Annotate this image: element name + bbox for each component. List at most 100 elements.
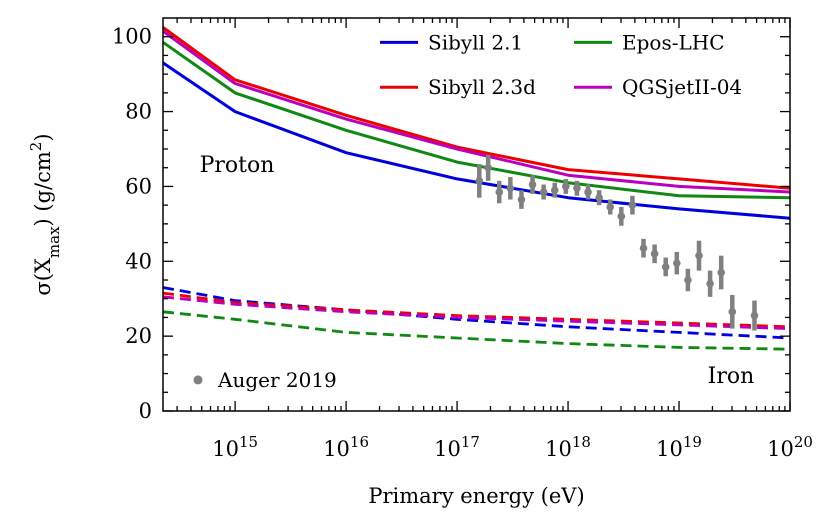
data-point-auger-16 <box>639 238 648 258</box>
data-point-marker <box>606 203 615 211</box>
y-axis-title-middle: ) (g/cm <box>31 151 55 226</box>
iron-annotation: Iron <box>708 364 755 389</box>
x-tick-label-1e18: 1018 <box>545 433 591 461</box>
data-point-auger-21 <box>695 240 703 271</box>
data-point-marker <box>717 268 725 277</box>
y-tick-label-60: 60 <box>125 174 152 198</box>
data-point-auger-2 <box>484 154 492 181</box>
x-tick-label-exponent: 16 <box>350 433 369 451</box>
x-tick-label-1e19: 1019 <box>656 433 702 461</box>
data-point-marker <box>475 177 484 185</box>
x-tick-label-1e16: 1016 <box>323 433 369 461</box>
data-point-marker <box>506 184 515 193</box>
data-point-marker <box>528 180 537 189</box>
chart-legend: Sibyll 2.1 Epos-LHC Sibyll 2.3d QGSjetII-04 <box>380 30 742 99</box>
axis-ticks <box>163 18 791 412</box>
x-tick-label-1e15: 1015 <box>212 433 258 461</box>
x-tick-label-exponent: 19 <box>683 433 702 451</box>
series-line-sibyll-2-3d-iron <box>162 291 791 329</box>
data-point-marker <box>695 251 703 260</box>
x-axis-title: Primary energy (eV) <box>368 484 584 508</box>
y-axis-title-superscript: 2 <box>27 142 45 152</box>
series-line-sibyll-2-1-proton <box>162 61 791 220</box>
data-point-auger-14 <box>617 207 626 226</box>
y-tick-label-20: 20 <box>125 324 152 348</box>
x-tick-label-exponent: 20 <box>794 433 813 451</box>
series-line-sibyll-2-3d-proton <box>162 26 791 190</box>
data-point-marker <box>728 308 737 316</box>
y-axis-title-prefix: σ(X <box>31 258 55 296</box>
y-tick-label-80: 80 <box>125 100 152 124</box>
legend-label-auger-2019: Auger 2019 <box>217 368 337 392</box>
data-point-auger-1 <box>475 163 484 198</box>
data-point-auger-18 <box>661 257 670 277</box>
plot-frame <box>162 17 791 412</box>
data-point-auger-9 <box>562 178 570 194</box>
y-axis-title-subscript: max <box>45 226 63 258</box>
data-point-auger-8 <box>550 182 559 198</box>
x-tick-label-exponent: 15 <box>239 433 258 451</box>
proton-annotation: Proton <box>200 153 275 178</box>
data-point-auger-13 <box>606 199 615 215</box>
data-point-auger-17 <box>650 244 659 264</box>
x-tick-label-1e17: 1017 <box>434 433 480 461</box>
data-point-marker <box>595 193 603 202</box>
data-points-legend: Auger 2019 <box>193 368 337 392</box>
x-tick-label-1e20: 1020 <box>767 433 813 461</box>
data-point-auger-6 <box>528 175 537 194</box>
data-point-marker <box>539 188 548 196</box>
plot-area <box>162 26 791 351</box>
data-point-auger-3 <box>495 180 504 204</box>
y-tick-label-0: 0 <box>139 399 152 423</box>
data-point-marker <box>650 250 659 258</box>
data-point-auger-11 <box>584 184 592 200</box>
x-tick-label-base: 10 <box>323 437 350 461</box>
legend-marker-auger-2019 <box>193 375 203 385</box>
x-tick-label-base: 10 <box>656 437 683 461</box>
y-axis-title: σ(Xmax) (g/cm2) <box>27 133 63 295</box>
data-point-auger-5 <box>517 190 526 209</box>
x-tick-label-exponent: 17 <box>461 433 480 451</box>
data-point-auger-7 <box>539 184 548 200</box>
y-tick-label-40: 40 <box>125 249 152 273</box>
data-point-marker <box>495 188 504 196</box>
data-point-marker <box>550 186 559 194</box>
data-point-marker <box>573 184 581 193</box>
y-tick-label-100: 100 <box>112 25 152 49</box>
data-point-auger-23 <box>717 255 725 290</box>
data-point-marker <box>484 163 492 172</box>
data-point-marker <box>584 188 592 196</box>
data-point-marker <box>673 259 681 267</box>
data-point-marker <box>517 195 526 204</box>
data-point-marker <box>706 279 714 288</box>
legend-label-epos-lhc: Epos-LHC <box>622 30 725 54</box>
x-tick-label-base: 10 <box>545 437 572 461</box>
data-point-marker <box>661 263 670 271</box>
data-point-auger-20 <box>684 268 692 292</box>
y-axis-title-suffix: ) <box>31 133 55 141</box>
series-line-epos-lhc-iron <box>162 310 791 351</box>
series-line-epos-lhc-proton <box>162 41 791 200</box>
x-tick-label-exponent: 18 <box>572 433 591 451</box>
series-line-qgsjetii-04-iron <box>162 295 791 331</box>
x-tick-label-base: 10 <box>434 437 461 461</box>
data-point-marker <box>617 212 626 221</box>
data-point-marker <box>562 182 570 191</box>
data-point-auger-25 <box>750 300 759 331</box>
x-tick-label-base: 10 <box>212 437 239 461</box>
data-point-auger-4 <box>506 177 515 200</box>
data-point-auger-22 <box>706 270 714 297</box>
series-line-qgsjetii-04-proton <box>162 29 791 194</box>
data-point-marker <box>639 244 648 252</box>
data-point-auger-24 <box>728 294 737 329</box>
data-point-marker <box>684 276 692 284</box>
data-point-auger-19 <box>673 251 681 275</box>
series-line-sibyll-2-1-iron <box>162 286 791 340</box>
data-point-auger-12 <box>595 190 603 206</box>
legend-label-sibyll-2-3d: Sibyll 2.3d <box>428 75 536 99</box>
legend-label-sibyll-2-1: Sibyll 2.1 <box>428 30 523 54</box>
data-point-marker <box>628 201 637 209</box>
data-point-auger-15 <box>628 195 637 215</box>
